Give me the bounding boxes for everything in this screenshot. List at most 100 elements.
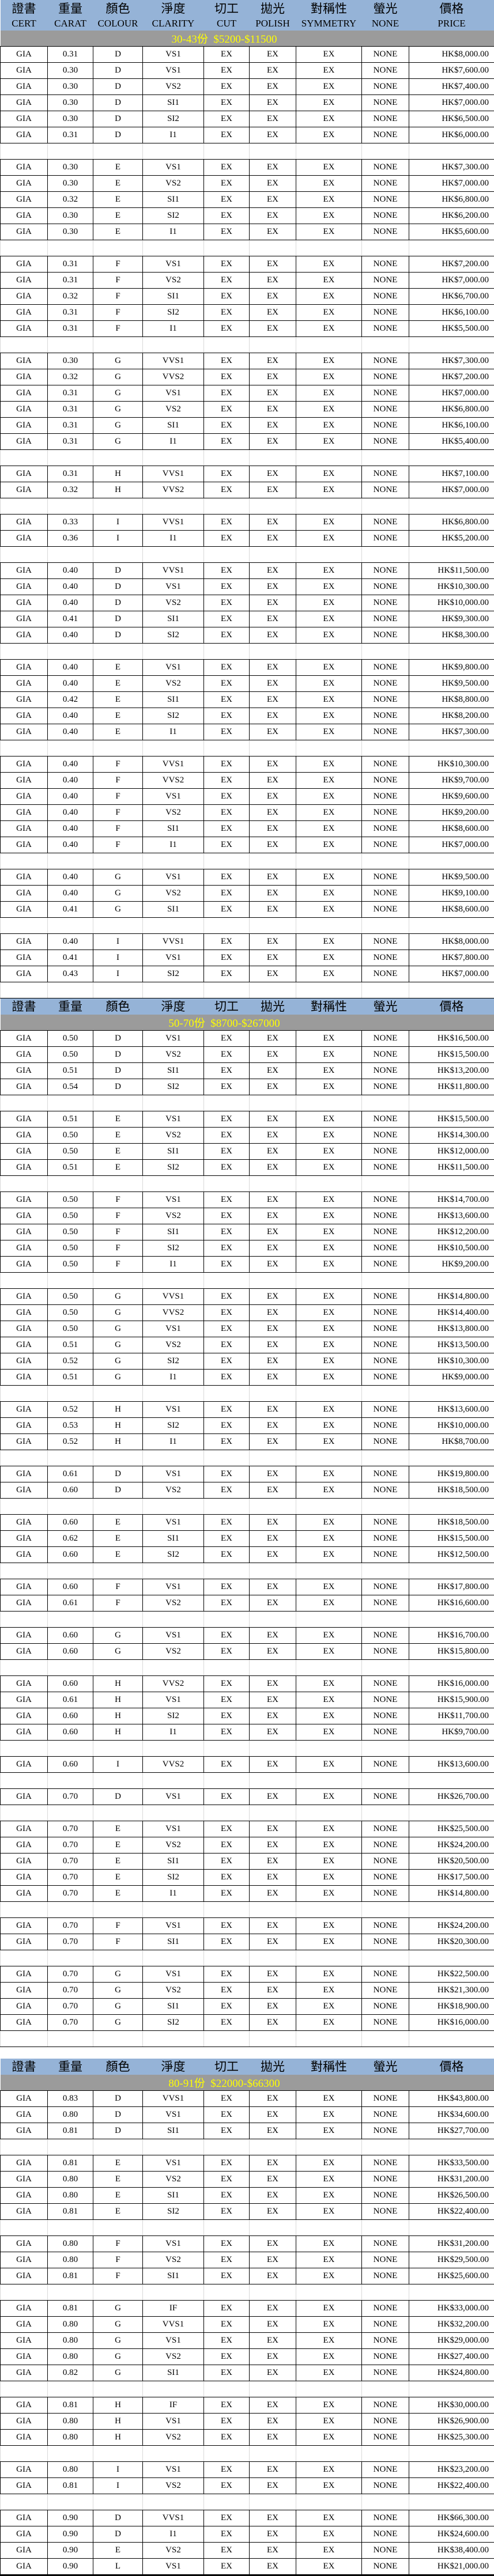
cell-fluorescence: NONE [362, 2478, 409, 2494]
cell-carat: 0.30 [48, 208, 93, 224]
cell-polish: EX [250, 773, 296, 789]
blank-separator-row [1, 740, 494, 756]
cell-polish: EX [250, 1676, 296, 1692]
cell-colour: F [93, 256, 143, 273]
cell-fluorescence: NONE [362, 2301, 409, 2317]
blank-cell [409, 498, 494, 515]
blank-cell [250, 740, 296, 756]
cell-fluorescence: NONE [362, 305, 409, 321]
cell-fluorescence: NONE [362, 1144, 409, 1160]
blank-cell [1, 1805, 48, 1821]
blank-cell [250, 240, 296, 256]
blank-cell [204, 1950, 250, 1966]
cell-symmetry: EX [296, 2301, 362, 2317]
column-header-symmetry: 對稱性 [296, 998, 362, 1015]
cell-symmetry: EX [296, 1579, 362, 1595]
cell-colour: F [93, 1240, 143, 1257]
cell-cert: GIA [1, 385, 48, 402]
blank-cell [1, 1773, 48, 1789]
cell-polish: EX [250, 192, 296, 208]
cell-carat: 0.80 [48, 2349, 93, 2365]
blank-separator-row [1, 1741, 494, 1757]
cell-cut: EX [204, 2430, 250, 2446]
blank-cell [1, 740, 48, 756]
blank-cell [296, 2284, 362, 2301]
cell-clarity: VS1 [143, 160, 204, 176]
blank-cell [204, 2494, 250, 2510]
cell-symmetry: EX [296, 1208, 362, 1224]
blank-cell [48, 2446, 93, 2462]
column-header-cert: 證書 [1, 998, 48, 1015]
cell-fluorescence: NONE [362, 773, 409, 789]
cell-polish: EX [250, 1321, 296, 1337]
cell-cert: GIA [1, 208, 48, 224]
cell-price: HK$33,000.00 [409, 2301, 494, 2317]
cell-cut: EX [204, 111, 250, 127]
cell-price: HK$7,300.00 [409, 724, 494, 740]
cell-carat: 0.83 [48, 2091, 93, 2107]
blank-cell [143, 853, 204, 869]
cell-colour: H [93, 1724, 143, 1741]
cell-carat: 0.61 [48, 1595, 93, 1612]
cell-cut: EX [204, 789, 250, 805]
blank-separator-row [1, 982, 494, 998]
cell-price: HK$11,700.00 [409, 1708, 494, 1724]
cell-polish: EX [250, 789, 296, 805]
cell-clarity: VS1 [143, 1402, 204, 1418]
cell-price: HK$7,000.00 [409, 837, 494, 853]
blank-separator-row [1, 644, 494, 660]
column-header-cert: 證書 [1, 2059, 48, 2075]
blank-separator-row [1, 2031, 494, 2047]
cell-clarity: VS1 [143, 47, 204, 63]
cell-cert: GIA [1, 1224, 48, 1240]
cell-symmetry: EX [296, 79, 362, 95]
blank-cell [48, 1660, 93, 1676]
cell-clarity: VS1 [143, 1031, 204, 1047]
cell-polish: EX [250, 1595, 296, 1612]
blank-cell [48, 1499, 93, 1515]
cell-symmetry: EX [296, 2430, 362, 2446]
cell-carat: 0.70 [48, 1837, 93, 1853]
cell-colour: G [93, 1337, 143, 1353]
cell-clarity: I1 [143, 837, 204, 853]
blank-cell [362, 1660, 409, 1676]
cell-clarity: I1 [143, 127, 204, 143]
cell-clarity: SI1 [143, 1531, 204, 1547]
cell-colour: D [93, 1047, 143, 1063]
cell-price: HK$9,200.00 [409, 1257, 494, 1273]
cell-clarity: VS1 [143, 2155, 204, 2172]
cell-polish: EX [250, 2559, 296, 2575]
blank-cell [204, 1741, 250, 1757]
cell-clarity: VS2 [143, 676, 204, 692]
cell-polish: EX [250, 2510, 296, 2526]
cell-carat: 0.41 [48, 902, 93, 918]
blank-cell [204, 1176, 250, 1192]
cell-fluorescence: NONE [362, 2204, 409, 2220]
cell-cut: EX [204, 2188, 250, 2204]
blank-cell [409, 143, 494, 160]
blank-cell [204, 1563, 250, 1579]
cell-price: HK$16,700.00 [409, 1628, 494, 1644]
cell-fluorescence: NONE [362, 805, 409, 821]
column-label-en: SYMMETRY [296, 17, 362, 31]
cell-carat: 0.30 [48, 79, 93, 95]
cell-colour: E [93, 676, 143, 692]
cell-price: HK$21,300.00 [409, 1983, 494, 1999]
cell-symmetry: EX [296, 1321, 362, 1337]
blank-cell [1, 1499, 48, 1515]
cell-carat: 0.31 [48, 273, 93, 289]
blank-cell [93, 337, 143, 353]
cell-fluorescence: NONE [362, 385, 409, 402]
cell-cut: EX [204, 1789, 250, 1805]
cell-cert: GIA [1, 1595, 48, 1612]
blank-cell [1, 2220, 48, 2236]
cell-cut: EX [204, 611, 250, 627]
